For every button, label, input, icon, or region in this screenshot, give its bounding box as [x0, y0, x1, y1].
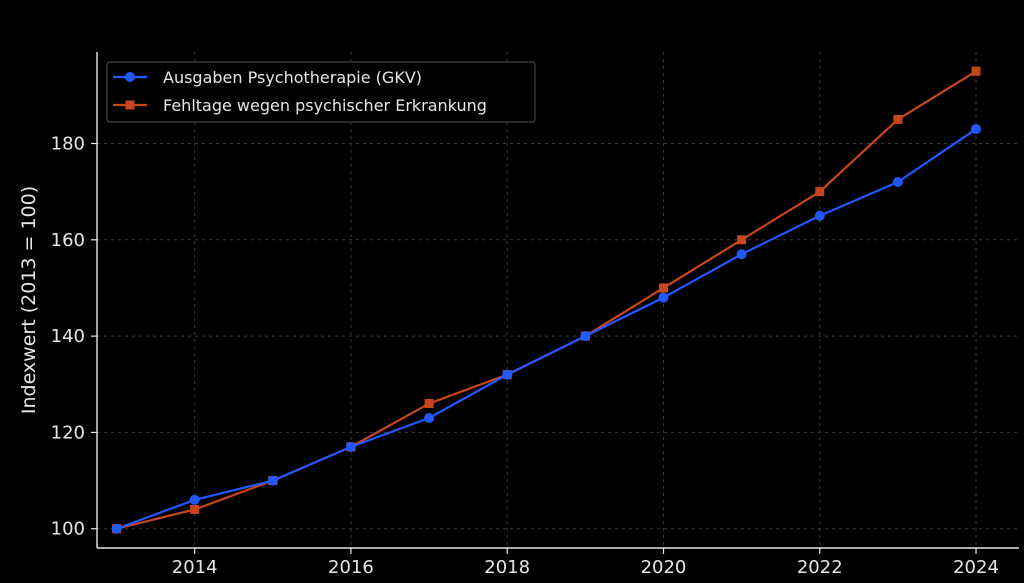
data-point — [190, 504, 200, 514]
series-1 — [111, 124, 982, 534]
legend-label: Fehltage wegen psychischer Erkrankung — [163, 96, 487, 115]
data-point — [189, 494, 200, 505]
y-tick-label: 140 — [51, 326, 85, 347]
x-tick-label: 2020 — [641, 557, 687, 578]
x-tick-label: 2016 — [328, 557, 374, 578]
legend-label: Ausgaben Psychotherapie (GKV) — [163, 68, 422, 87]
legend-marker — [125, 100, 135, 110]
y-tick-label: 100 — [51, 519, 85, 540]
data-point — [736, 249, 747, 260]
y-tick-label: 160 — [51, 230, 85, 251]
y-axis-label: Indexwert (2013 = 100) — [18, 186, 40, 414]
y-tick-label: 120 — [51, 422, 85, 443]
data-point — [815, 187, 825, 197]
data-point — [424, 399, 434, 409]
x-tick-label: 2022 — [797, 557, 843, 578]
x-tick-label: 2024 — [953, 557, 999, 578]
data-point — [345, 441, 356, 452]
series-2 — [112, 66, 981, 534]
data-point — [658, 283, 668, 293]
x-tick-label: 2018 — [484, 557, 530, 578]
data-point — [971, 66, 981, 76]
y-tick-label: 180 — [51, 133, 85, 154]
legend: Ausgaben Psychotherapie (GKV) Fehltage we… — [106, 61, 536, 123]
ticks: 2014 2016 2018 2020 2022 2024 100 120 140 160 180 — [51, 133, 999, 578]
data-point — [737, 235, 747, 245]
axes — [96, 52, 1019, 549]
data-point — [502, 369, 513, 380]
data-point — [971, 124, 982, 135]
data-point — [424, 412, 435, 423]
data-point — [580, 331, 591, 342]
data-point — [893, 114, 903, 124]
data-point — [267, 475, 278, 486]
data-point — [111, 523, 122, 534]
series-line — [116, 70, 977, 530]
grid — [97, 52, 1019, 548]
legend-box — [106, 61, 536, 123]
data-point — [814, 210, 825, 221]
series — [111, 66, 982, 534]
series-line — [116, 128, 977, 530]
data-point — [658, 292, 669, 303]
data-point — [892, 177, 903, 188]
x-tick-label: 2014 — [172, 557, 218, 578]
legend-entry: Fehltage wegen psychischer Erkrankung — [113, 96, 487, 115]
legend-entry: Ausgaben Psychotherapie (GKV) — [113, 68, 422, 87]
legend-marker — [125, 72, 135, 82]
